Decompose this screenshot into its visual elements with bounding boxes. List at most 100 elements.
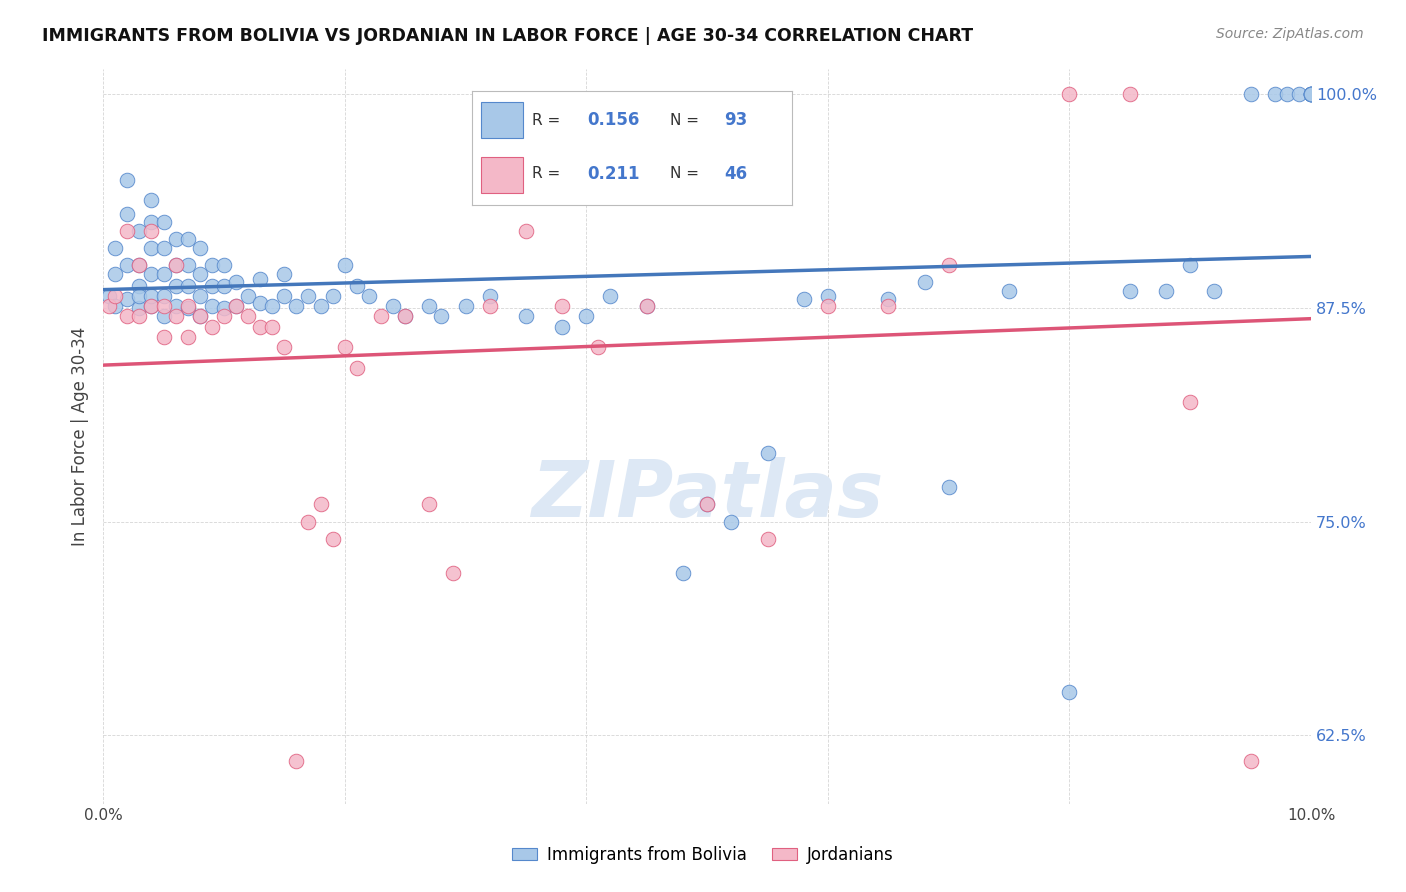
Point	[1288, 87, 1310, 102]
Text: ZIPatlas: ZIPatlas	[531, 457, 883, 533]
Point	[454, 299, 477, 313]
Point	[1264, 87, 1286, 102]
Point	[98, 289, 121, 303]
Point	[672, 566, 695, 580]
Point	[370, 310, 392, 324]
Point	[188, 289, 211, 303]
Point	[262, 299, 284, 313]
Point	[418, 299, 440, 313]
Point	[441, 566, 464, 580]
Point	[817, 299, 839, 313]
Point	[394, 310, 416, 324]
Point	[515, 224, 537, 238]
Point	[104, 267, 127, 281]
Point	[575, 310, 598, 324]
Point	[128, 310, 150, 324]
Point	[478, 289, 501, 303]
Point	[551, 299, 574, 313]
Point	[285, 299, 308, 313]
Point	[128, 278, 150, 293]
Y-axis label: In Labor Force | Age 30-34: In Labor Force | Age 30-34	[72, 326, 89, 546]
Point	[346, 278, 368, 293]
Point	[152, 299, 174, 313]
Point	[1119, 87, 1142, 102]
Point	[236, 289, 259, 303]
Point	[297, 289, 319, 303]
Point	[309, 498, 332, 512]
Point	[141, 289, 163, 303]
Point	[128, 258, 150, 272]
Point	[430, 310, 453, 324]
Point	[793, 293, 815, 307]
Point	[141, 241, 163, 255]
Point	[599, 289, 621, 303]
Point	[249, 272, 271, 286]
Point	[273, 267, 295, 281]
Point	[1180, 395, 1202, 409]
Point	[176, 278, 198, 293]
Point	[225, 299, 247, 313]
Point	[1275, 87, 1298, 102]
Point	[382, 299, 405, 313]
Point	[165, 310, 187, 324]
Point	[212, 301, 235, 315]
Point	[877, 293, 900, 307]
Point	[394, 310, 416, 324]
Point	[141, 224, 163, 238]
Point	[1240, 754, 1263, 768]
Point	[128, 289, 150, 303]
Point	[1299, 87, 1322, 102]
Point	[117, 293, 139, 307]
Point	[128, 224, 150, 238]
Point	[322, 289, 344, 303]
Point	[938, 258, 960, 272]
Point	[333, 340, 356, 354]
Point	[212, 258, 235, 272]
Point	[176, 258, 198, 272]
Point	[357, 289, 380, 303]
Point	[152, 310, 174, 324]
Point	[636, 299, 658, 313]
Point	[152, 267, 174, 281]
Point	[128, 301, 150, 315]
Point	[201, 258, 224, 272]
Point	[249, 319, 271, 334]
Point	[1180, 258, 1202, 272]
Point	[225, 299, 247, 313]
Point	[141, 215, 163, 229]
Point	[273, 289, 295, 303]
Point	[225, 275, 247, 289]
Point	[165, 299, 187, 313]
Point	[756, 532, 779, 546]
Point	[817, 289, 839, 303]
Point	[152, 330, 174, 344]
Point	[551, 319, 574, 334]
Point	[418, 498, 440, 512]
Point	[1059, 87, 1081, 102]
Point	[1204, 284, 1226, 298]
Point	[297, 515, 319, 529]
Point	[165, 232, 187, 246]
Point	[141, 193, 163, 207]
Point	[1240, 87, 1263, 102]
Point	[1059, 685, 1081, 699]
Point	[165, 278, 187, 293]
Point	[141, 299, 163, 313]
Legend: Immigrants from Bolivia, Jordanians: Immigrants from Bolivia, Jordanians	[506, 839, 900, 871]
Point	[201, 278, 224, 293]
Point	[176, 232, 198, 246]
Point	[1299, 87, 1322, 102]
Point	[117, 172, 139, 186]
Point	[322, 532, 344, 546]
Point	[756, 446, 779, 460]
Point	[212, 310, 235, 324]
Point	[273, 340, 295, 354]
Point	[152, 215, 174, 229]
Point	[117, 207, 139, 221]
Point	[117, 258, 139, 272]
Point	[128, 258, 150, 272]
Point	[117, 310, 139, 324]
Point	[152, 289, 174, 303]
Point	[696, 498, 718, 512]
Text: Source: ZipAtlas.com: Source: ZipAtlas.com	[1216, 27, 1364, 41]
